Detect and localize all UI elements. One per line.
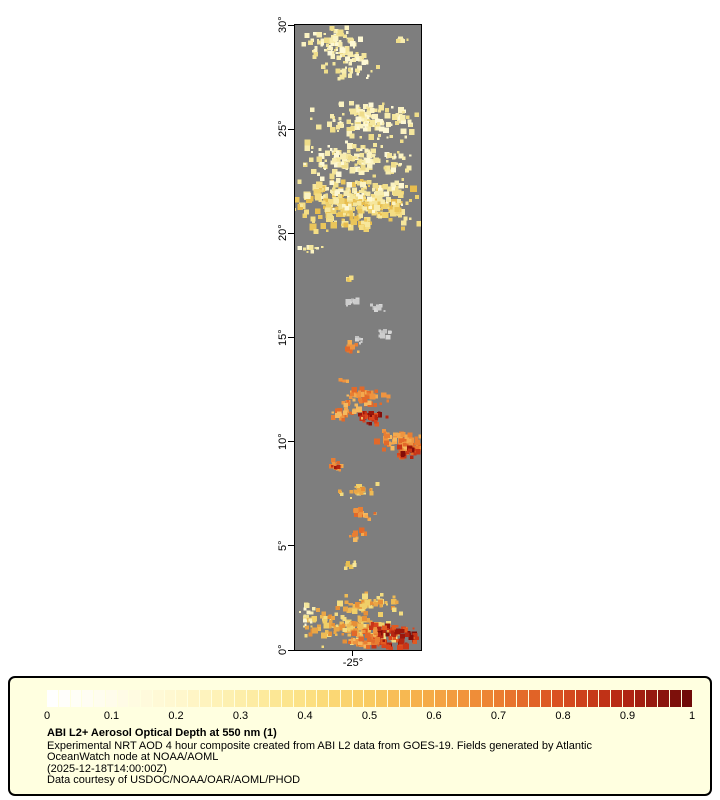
x-axis-tick <box>352 651 354 656</box>
colorbar-chip <box>199 690 211 707</box>
colorbar-chip <box>70 690 82 707</box>
colorbar-chip <box>352 690 364 707</box>
colorbar-chip <box>599 690 610 707</box>
colorbar-chip <box>658 690 669 707</box>
colorbar-chip <box>411 690 422 707</box>
colorbar-chip <box>364 690 375 707</box>
colorbar-tick-label: 0 <box>43 710 51 722</box>
colorbar <box>47 690 693 707</box>
colorbar-tick-label: 0.7 <box>490 710 507 722</box>
colorbar-chip <box>129 690 140 707</box>
y-axis-tick-label: 15° <box>277 329 289 346</box>
colorbar-tick-label: 0.1 <box>103 710 120 722</box>
y-axis-tick-label: 20° <box>277 225 289 242</box>
colorbar-chip <box>611 690 622 707</box>
y-axis-tick-label: 30° <box>277 16 289 34</box>
colorbar-chip <box>235 690 246 707</box>
aod-map-raster <box>295 25 421 650</box>
colorbar-chip <box>329 690 340 707</box>
colorbar-tick-label: 0.6 <box>426 710 442 722</box>
colorbar-chip <box>517 690 528 707</box>
colorbar-chip <box>305 690 317 707</box>
legend-description-line: Experimental NRT AOD 4 hour composite cr… <box>47 739 592 752</box>
colorbar-tick-label: 0.4 <box>297 710 313 722</box>
legend-text: ABI L2+ Aerosol Optical Depth at 550 nm … <box>47 727 592 787</box>
colorbar-tick-label: 0.5 <box>361 710 378 722</box>
colorbar-chip <box>105 690 117 707</box>
colorbar-chip <box>246 690 258 707</box>
colorbar-chip <box>505 690 516 707</box>
legend-title: ABI L2+ Aerosol Optical Depth at 550 nm … <box>47 727 277 739</box>
y-axis-tick-label: 25° <box>277 120 289 138</box>
colorbar-chip <box>376 690 387 707</box>
colorbar-chip <box>622 690 634 707</box>
colorbar-tick-label: 1 <box>688 710 696 722</box>
colorbar-chip <box>423 690 434 707</box>
colorbar-chip <box>387 690 399 707</box>
colorbar-chip <box>282 690 293 707</box>
colorbar-chip <box>681 690 693 707</box>
colorbar-chip <box>340 690 352 707</box>
colorbar-chip <box>223 690 234 707</box>
colorbar-chip <box>481 690 493 707</box>
colorbar-chip <box>669 690 681 707</box>
aod-map-plot <box>294 24 422 651</box>
colorbar-chip <box>258 690 270 707</box>
colorbar-chip <box>470 690 481 707</box>
colorbar-chip <box>176 690 187 707</box>
colorbar-chip <box>646 690 657 707</box>
colorbar-chip <box>141 690 152 707</box>
legend-description-line: OceanWatch node at NOAA/AOML <box>47 751 219 764</box>
colorbar-chip <box>293 690 305 707</box>
colorbar-chip <box>399 690 411 707</box>
colorbar-chip <box>434 690 446 707</box>
colorbar-chip <box>117 690 129 707</box>
colorbar-chip <box>188 690 199 707</box>
colorbar-chip <box>270 690 281 707</box>
y-axis-tick-label: 5° <box>277 540 289 552</box>
colorbar-chip <box>317 690 328 707</box>
colorbar-chip <box>58 690 70 707</box>
colorbar-chip <box>493 690 505 707</box>
colorbar-chip <box>575 690 587 707</box>
colorbar-chip <box>152 690 164 707</box>
colorbar-chip <box>458 690 469 707</box>
colorbar-tick-label: 0.8 <box>555 710 571 722</box>
colorbar-chip <box>446 690 458 707</box>
colorbar-chip <box>552 690 563 707</box>
legend-courtesy-line: Data courtesy of USDOC/NOAA/OAR/AOML/PHO… <box>47 774 301 787</box>
colorbar-tick-label: 0.9 <box>619 710 636 722</box>
colorbar-chip <box>82 690 93 707</box>
y-axis-tick-label: 10° <box>277 433 289 450</box>
colorbar-tick-label: 0.2 <box>168 710 184 722</box>
colorbar-tick-label: 0.3 <box>232 710 249 722</box>
colorbar-chip <box>564 690 575 707</box>
colorbar-chip <box>634 690 646 707</box>
colorbar-chip <box>164 690 176 707</box>
colorbar-chip <box>94 690 105 707</box>
colorbar-chip <box>528 690 540 707</box>
colorbar-chip <box>587 690 599 707</box>
legend-panel: 0 0.1 0.2 0.3 0.4 0.5 0.6 0.7 0.8 0.9 1 ABI L2+ Ae… <box>8 676 712 796</box>
y-axis-tick-label: 0° <box>277 644 289 656</box>
colorbar-tick-labels: 0 0.1 0.2 0.3 0.4 0.5 0.6 0.7 0.8 0.9 1 <box>43 710 696 723</box>
colorbar-chip <box>540 690 552 707</box>
colorbar-chip <box>211 690 223 707</box>
legend-timestamp: (2025-12-18T14:00:00Z) <box>47 762 167 775</box>
x-axis-tick-label: -25° <box>342 657 364 669</box>
colorbar-chip <box>47 690 58 707</box>
